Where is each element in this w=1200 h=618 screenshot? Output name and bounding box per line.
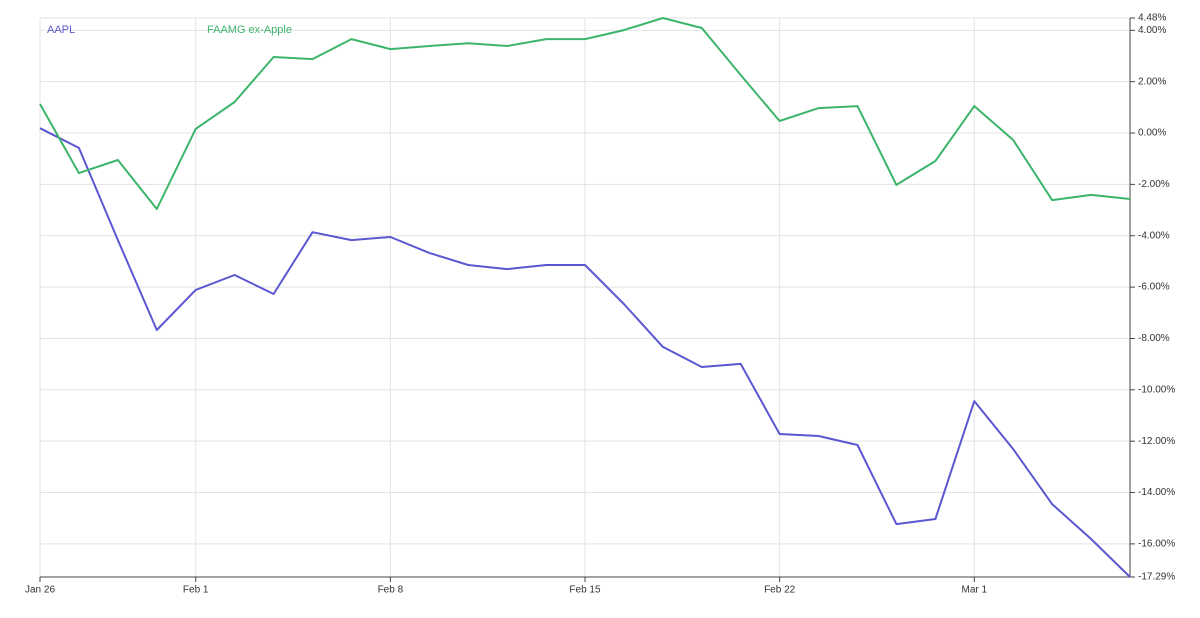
y-tick-label: -6.00%	[1138, 282, 1170, 293]
legend-label: FAAMG ex-Apple	[207, 24, 292, 36]
y-tick-label: -10.00%	[1138, 384, 1175, 395]
y-tick-label: -4.00%	[1138, 230, 1170, 241]
y-tick-label: -16.00%	[1138, 539, 1175, 550]
x-tick-label: Mar 1	[962, 585, 988, 596]
legend-label: AAPL	[47, 24, 75, 36]
y-tick-label: -8.00%	[1138, 333, 1170, 344]
y-tick-label: 4.48%	[1138, 13, 1166, 24]
x-tick-label: Feb 22	[764, 585, 796, 596]
x-tick-label: Feb 1	[183, 585, 209, 596]
y-tick-label: -17.29%	[1138, 572, 1175, 583]
x-tick-label: Feb 8	[378, 585, 404, 596]
x-tick-label: Feb 15	[569, 585, 601, 596]
series-line	[39, 17, 1131, 210]
y-tick-label: 2.00%	[1138, 76, 1166, 87]
y-tick-label: -2.00%	[1138, 179, 1170, 190]
series-line	[39, 127, 1131, 578]
y-tick-label: -14.00%	[1138, 487, 1175, 498]
y-tick-label: 0.00%	[1138, 128, 1166, 139]
y-tick-label: 4.00%	[1138, 25, 1166, 36]
y-tick-label: -12.00%	[1138, 436, 1175, 447]
x-tick-label: Jan 26	[25, 585, 55, 596]
